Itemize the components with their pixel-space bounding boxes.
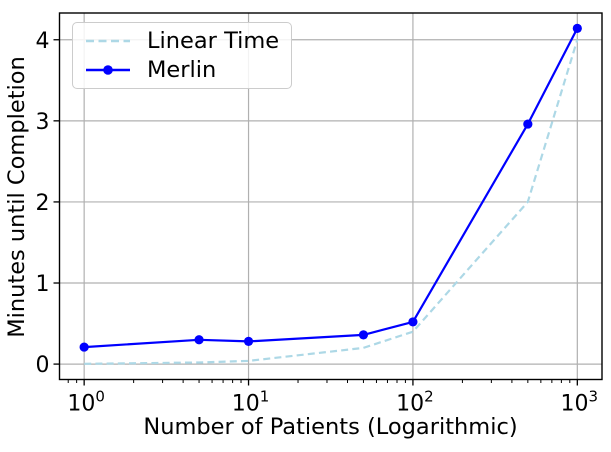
y-tick-label: 3	[36, 110, 50, 135]
legend-item-merlin: Merlin	[85, 57, 279, 83]
y-tick-label: 4	[36, 29, 50, 54]
y-tick-label: 0	[36, 353, 50, 378]
x-tick-label: 100	[67, 388, 105, 417]
x-tick-label: 103	[561, 388, 599, 417]
x-tick-label: 102	[396, 388, 434, 417]
data-point-marker-merlin	[243, 336, 254, 346]
y-tick-label: 1	[36, 272, 50, 297]
plot-frame	[58, 12, 603, 381]
legend: Linear Time Merlin	[72, 22, 293, 89]
x-axis-label: Number of Patients (Logarithmic)	[143, 414, 518, 440]
data-point-marker-merlin	[79, 342, 89, 352]
data-point-marker-merlin	[408, 317, 418, 327]
y-tick-label: 2	[36, 191, 50, 216]
y-axis-label: Minutes until Completion	[4, 56, 30, 338]
linear-time-dashed-line-swatch	[86, 39, 130, 43]
series-line-linear-time	[84, 39, 579, 365]
x-tick-label: 101	[232, 388, 270, 417]
data-point-marker-merlin	[194, 335, 204, 345]
data-point-marker-merlin	[523, 119, 533, 129]
data-point-marker-merlin	[358, 330, 369, 340]
legend-label-linear-time: Linear Time	[147, 28, 280, 54]
merlin-line-swatch	[86, 65, 130, 75]
legend-label-merlin: Merlin	[147, 57, 217, 83]
legend-item-linear-time: Linear Time	[85, 28, 279, 54]
data-point-marker-merlin	[572, 23, 582, 34]
